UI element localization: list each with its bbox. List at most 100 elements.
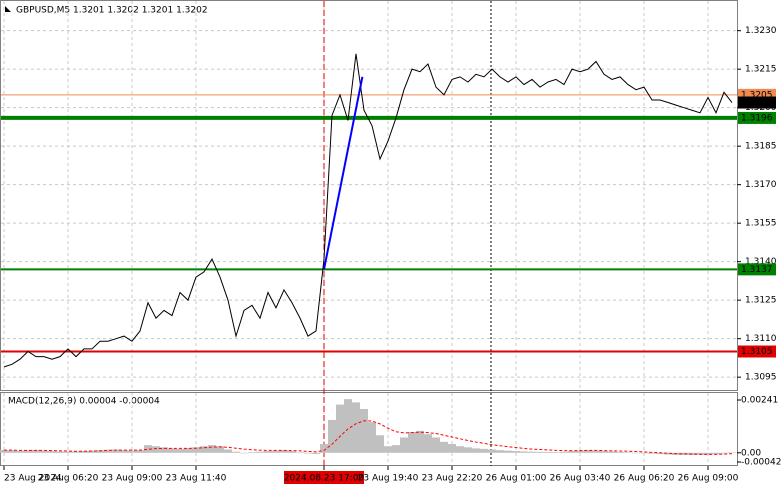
price-line [3, 53, 733, 368]
level-label: 1.3196 [741, 113, 773, 123]
y-tick-label: -0.00042 [741, 458, 781, 468]
histogram-bar [96, 450, 104, 453]
x-tick-label: 26 Aug 03:40 [550, 474, 611, 484]
histogram-bar [560, 451, 568, 453]
histogram-bar [408, 431, 416, 453]
y-tick-label: 1.3095 [745, 373, 777, 383]
x-tick-label: 23 Aug 09:00 [102, 474, 163, 484]
histogram-bar [112, 449, 120, 453]
histogram-bar [704, 452, 712, 455]
histogram-bar [624, 452, 632, 453]
histogram-bar [288, 451, 296, 453]
x-tick-label: 26 Aug 06:20 [614, 474, 675, 484]
histogram-bar [200, 446, 208, 453]
histogram-bar [40, 450, 48, 453]
x-tick-label: 23 Aug 2024 [4, 474, 62, 484]
histogram-bar [336, 404, 344, 453]
histogram-bar [8, 450, 16, 453]
chart-title: GBPUSD,M5 1.3201 1.3202 1.3201 1.3202 [16, 6, 208, 16]
histogram-bar [696, 452, 704, 455]
y-tick-label: 1.3155 [745, 219, 777, 229]
x-tick-label: 23 Aug 06:20 [38, 474, 99, 484]
histogram-bar [600, 451, 608, 453]
histogram-bar [120, 450, 128, 453]
histogram-bar [152, 446, 160, 453]
level-label-bg [738, 263, 776, 276]
histogram-bar [128, 450, 136, 453]
histogram-bar [264, 451, 272, 453]
histogram-bar [208, 445, 216, 453]
y-tick-label: 1.3170 [745, 180, 777, 190]
histogram-bar [48, 451, 56, 453]
histogram-bar [248, 452, 256, 453]
histogram-bar [440, 441, 448, 453]
x-tick-label: 26 Aug 09:00 [678, 474, 739, 484]
y-tick-label: 1.3185 [745, 142, 777, 152]
histogram-bar [664, 452, 672, 455]
histogram-bar [296, 452, 304, 453]
y-tick-label: 0.00241 [741, 396, 778, 406]
histogram-bar [312, 452, 320, 454]
level-label: 1.3137 [741, 265, 773, 275]
histogram-bar [464, 447, 472, 453]
signal-line [4, 420, 733, 455]
y-tick-label: 1.3140 [745, 257, 777, 267]
histogram-bar [488, 449, 496, 453]
histogram-bar [576, 450, 584, 453]
x-tick-label: 23 Aug 19:40 [358, 474, 419, 484]
histogram-bar [104, 449, 112, 453]
y-tick-label: 1.3215 [745, 65, 777, 75]
histogram-bar [552, 452, 560, 453]
histogram-bar [360, 408, 368, 453]
histogram-bar [384, 446, 392, 453]
level-label-bg [738, 111, 776, 124]
price-frame [0, 0, 738, 391]
histogram-bar [648, 452, 656, 454]
y-tick-label: 1.3125 [745, 296, 777, 306]
histogram-bar [176, 448, 184, 453]
last-price-bg [738, 96, 776, 109]
histogram-bar [88, 450, 96, 453]
histogram-bar [416, 430, 424, 453]
histogram-bar [424, 434, 432, 453]
histogram-bar [56, 451, 64, 453]
x-tick-label: 23 Aug 22:20 [422, 474, 483, 484]
histogram-bar [192, 447, 200, 453]
histogram-bar [528, 451, 536, 453]
histogram-bar [720, 452, 728, 454]
histogram-bar [80, 451, 88, 453]
histogram-bar [496, 450, 504, 453]
x-tick-label: 23 Aug 11:40 [166, 474, 227, 484]
histogram-bar [280, 450, 288, 453]
histogram-bar [16, 450, 24, 453]
histogram-bar [392, 445, 400, 453]
histogram-bar [472, 448, 480, 453]
histogram-bar [616, 451, 624, 453]
y-tick-label: 1.3230 [745, 26, 777, 36]
histogram-bar [64, 451, 72, 453]
histogram-bar [400, 437, 408, 453]
histogram-bar [272, 450, 280, 453]
y-tick-label: 0.00 [741, 448, 761, 458]
histogram-bar [344, 399, 352, 453]
histogram-bar [568, 451, 576, 453]
level-label: 1.3105 [741, 347, 773, 357]
histogram-bar [328, 419, 336, 453]
histogram-bar [216, 446, 224, 453]
last-price-label: 1.3202 [741, 98, 773, 108]
macd-title: MACD(12,26,9) 0.00004 -0.00004 [8, 397, 160, 407]
histogram-bar [592, 450, 600, 453]
histogram-bar [432, 437, 440, 453]
histogram-bar [680, 452, 688, 455]
histogram-bar [224, 449, 232, 453]
histogram-bar [304, 452, 312, 454]
histogram-bar [640, 452, 648, 454]
histogram-bar [376, 435, 384, 453]
histogram-bar [512, 451, 520, 453]
histogram-bar [728, 452, 736, 453]
macd-frame [0, 392, 738, 466]
histogram-bar [456, 446, 464, 453]
histogram-bar [0, 449, 8, 453]
